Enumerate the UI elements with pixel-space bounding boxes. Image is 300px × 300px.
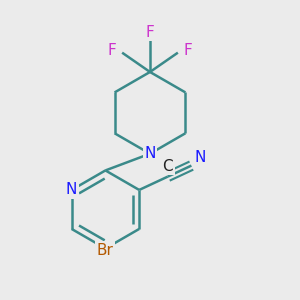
Text: N: N (144, 146, 156, 161)
Text: F: F (184, 43, 193, 58)
Text: N: N (195, 150, 206, 165)
Text: Br: Br (97, 243, 114, 258)
Text: F: F (107, 43, 116, 58)
Text: N: N (66, 182, 77, 197)
Text: F: F (146, 25, 154, 40)
Text: C: C (163, 159, 173, 174)
